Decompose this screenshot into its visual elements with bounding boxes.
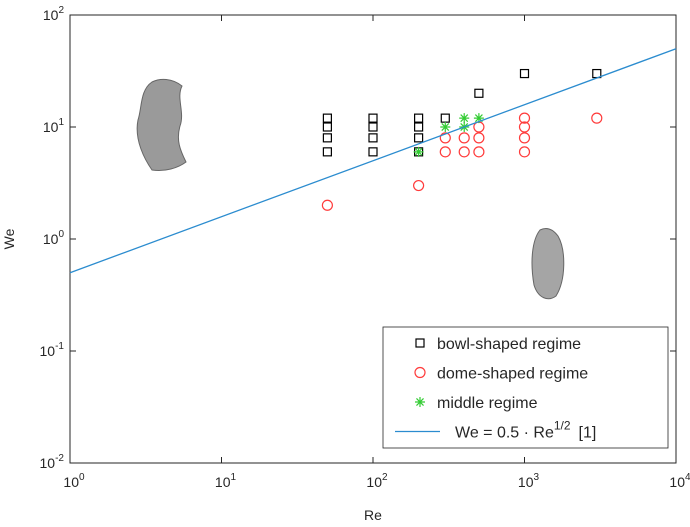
circle-marker [413,179,425,192]
circle-marker [518,132,531,144]
square-marker [414,113,424,123]
square-marker [415,338,425,348]
y-tick-label-base: 10 [40,343,56,359]
square-marker [474,88,484,98]
square-marker [368,113,378,123]
circle-marker [414,366,426,379]
x-tick-label: 104 [669,472,690,490]
star-marker [440,122,451,132]
x-tick-label-base: 10 [366,474,382,490]
y-tick-label-exponent: -1 [55,341,64,352]
star-marker [413,146,424,157]
y-tick-label: 10-2 [40,453,65,471]
legend-label: middle regime [437,395,538,412]
square-marker [414,122,424,132]
x-tick-label-base: 10 [215,474,231,490]
x-tick-label-exponent: 0 [79,472,85,483]
square-marker [322,133,332,143]
y-tick-label-base: 10 [43,231,59,247]
legend-box [382,326,669,449]
square-marker [519,68,530,79]
y-tick-label-exponent: 0 [58,229,64,240]
x-tick-label-base: 10 [63,474,79,490]
bowl-droplet [136,78,187,171]
square-marker [368,122,378,132]
x-tick-label-exponent: 1 [231,472,237,483]
star-marker [473,113,484,124]
x-tick-label-exponent: 3 [534,472,540,483]
legend-label: bowl-shaped regime [437,336,581,353]
y-tick-label-exponent: 1 [58,117,64,128]
y-tick-label: 10-1 [40,341,65,359]
y-tick-label-base: 10 [43,119,59,135]
x-tick-label-exponent: 4 [685,472,690,483]
dome-droplet [531,227,565,300]
circle-marker [518,121,531,133]
x-tick-label-exponent: 2 [382,472,388,483]
legend-label-suffix: [1] [579,425,597,442]
circle-marker [439,146,451,158]
y-tick-label-exponent: -2 [55,453,64,464]
square-marker [368,133,378,143]
y-axis-label: We [1,228,17,249]
legend-label-main: We = 0.5 · Re [455,425,554,442]
y-tick-label: 102 [43,5,65,23]
circle-marker [518,146,531,158]
y-tick-label: 100 [43,229,65,247]
legend-label: We = 0.5 · Re1/2 [1] [455,419,596,442]
y-tick-label-base: 10 [40,455,56,471]
square-marker [414,133,424,143]
square-marker [322,113,332,123]
circle-marker [458,146,470,158]
fit-line [69,48,677,274]
star-marker [459,113,470,124]
legend-label-sup: 1/2 [554,419,571,433]
circle-marker [439,132,451,144]
droplet-images [136,78,565,300]
x-tick-label: 101 [215,472,237,490]
star-marker [415,397,425,407]
x-tick-label-base: 10 [518,474,534,490]
square-marker [322,147,332,157]
circle-marker [591,112,603,124]
circle-marker [321,199,333,211]
x-axis-label: Re [364,507,382,523]
x-tick-label: 100 [63,472,85,490]
circle-marker [473,132,485,144]
circle-marker [458,132,470,144]
x-tick-label: 103 [518,472,540,490]
y-tick-label-exponent: 2 [58,5,64,16]
circle-marker [473,146,485,158]
circle-marker [518,112,531,124]
legend-label: dome-shaped regime [437,366,588,383]
square-marker [322,122,332,132]
legend: bowl-shaped regime dome-shaped regime midd… [382,326,669,449]
y-tick-label: 101 [43,117,65,135]
square-marker [368,147,378,157]
x-tick-label: 102 [366,472,388,490]
y-tick-label-base: 10 [43,7,59,23]
x-tick-label-base: 10 [669,474,685,490]
